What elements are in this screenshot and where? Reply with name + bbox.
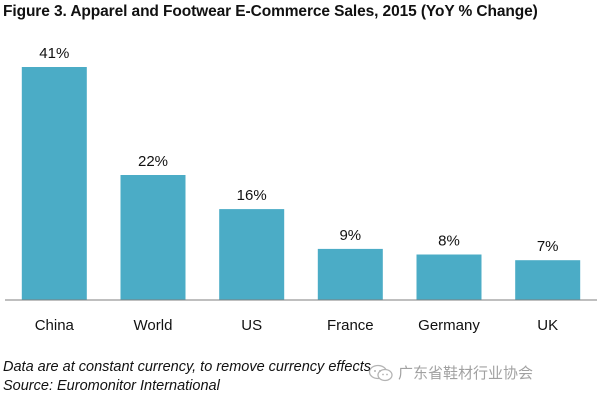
value-label-us: 16% — [237, 187, 267, 204]
category-label-france: France — [327, 317, 374, 334]
footnote-source: Source: Euromonitor International — [3, 378, 220, 394]
wechat-logo-icon — [368, 364, 393, 381]
value-label-uk: 7% — [537, 238, 559, 255]
watermark-text: 广东省鞋材行业协会 — [398, 364, 534, 382]
bar-france — [317, 248, 383, 300]
value-label-china: 41% — [39, 45, 69, 62]
watermark: 广东省鞋材行业协会 — [368, 362, 533, 383]
value-label-france: 9% — [339, 227, 361, 244]
category-label-uk: UK — [537, 317, 558, 334]
value-label-world: 22% — [138, 153, 168, 170]
category-label-china: China — [35, 317, 75, 334]
bar-us — [219, 209, 285, 300]
footnote-currency: Data are at constant currency, to remove… — [3, 359, 372, 375]
category-label-germany: Germany — [418, 317, 480, 334]
bars-layer — [21, 67, 581, 300]
category-label-us: US — [241, 317, 262, 334]
bar-germany — [416, 254, 482, 300]
chart-footnote: Data are at constant currency, to remove… — [3, 358, 371, 396]
labels-layer: 41% China 22% World 16% US 9% France 8% Germany 7%… — [35, 45, 559, 334]
bar-china — [21, 67, 87, 300]
value-label-germany: 8% — [438, 233, 460, 250]
bar-uk — [515, 260, 581, 300]
category-label-world: World — [134, 317, 173, 334]
bar-world — [120, 175, 186, 300]
chart-title: Figure 3. Apparel and Footwear E-Commerc… — [3, 3, 538, 20]
